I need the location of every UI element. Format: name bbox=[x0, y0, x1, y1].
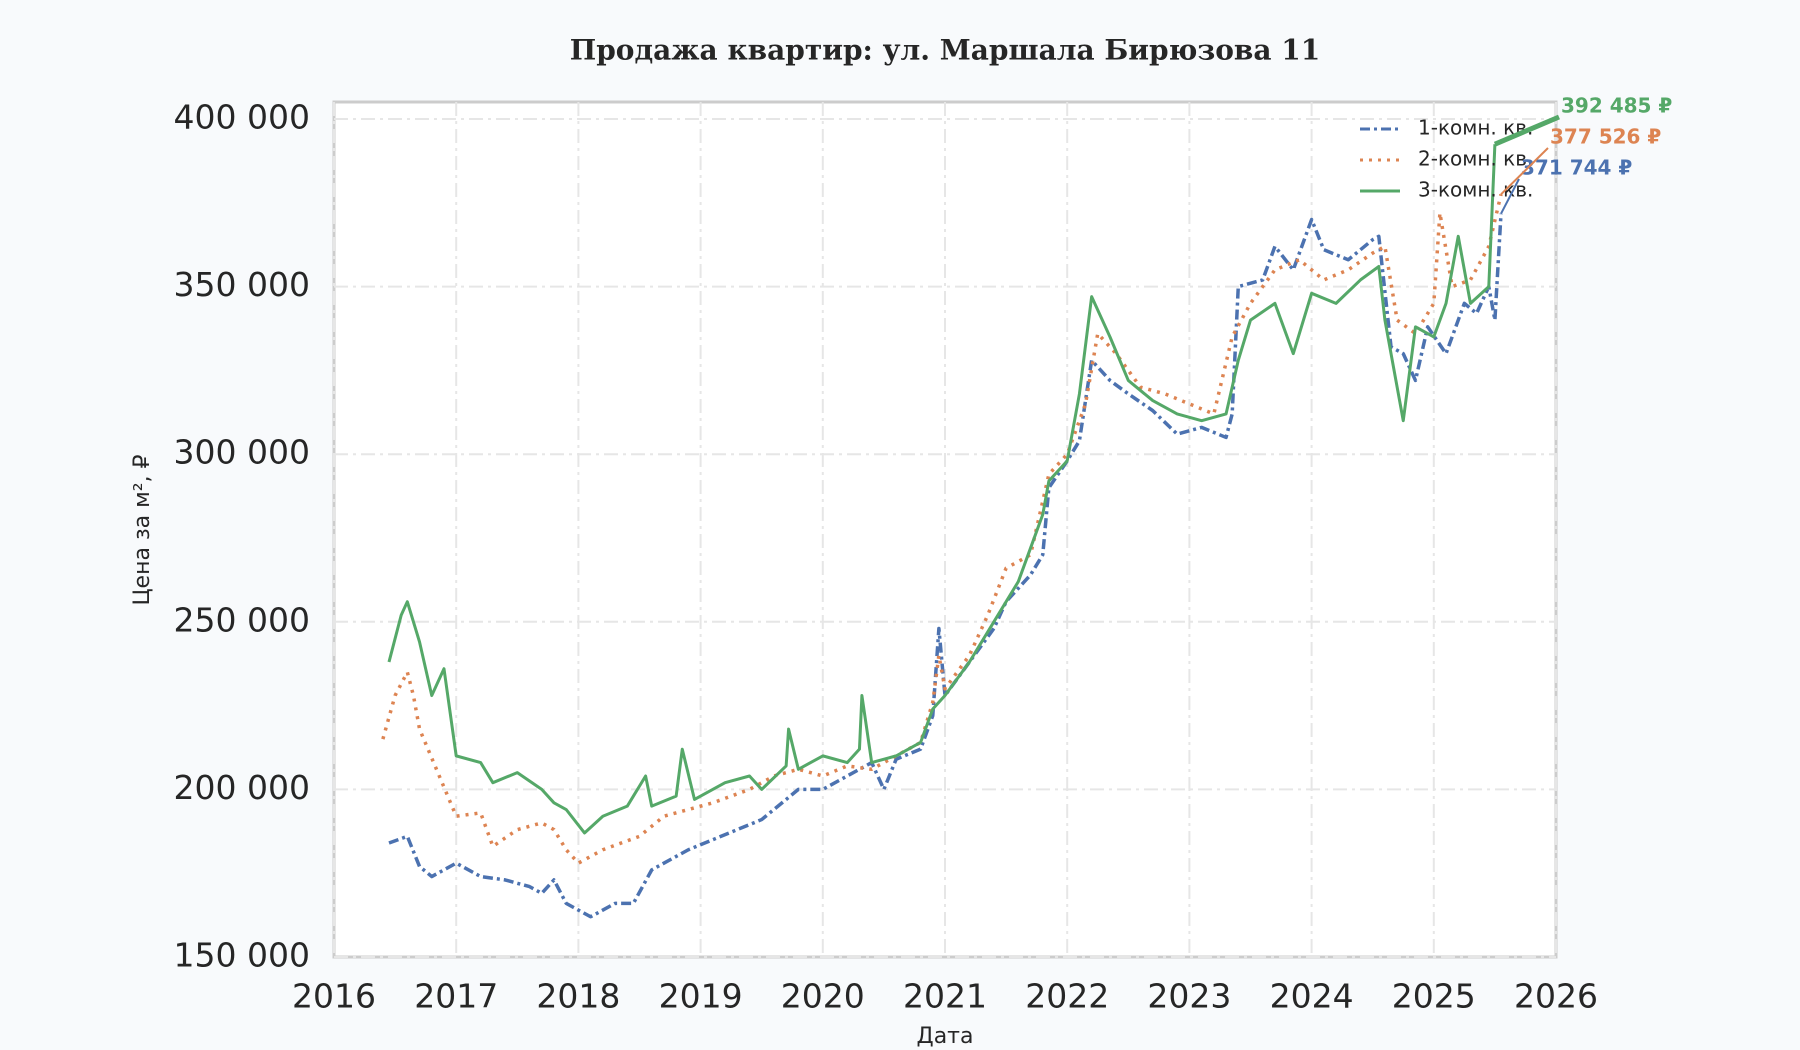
y-tick-label: 150 000 bbox=[174, 936, 310, 975]
x-tick-label: 2016 bbox=[292, 977, 376, 1016]
x-tick-label: 2019 bbox=[659, 977, 743, 1016]
series-line bbox=[388, 213, 1503, 919]
legend-label: 3-комн. кв. bbox=[1418, 178, 1533, 202]
series-line bbox=[381, 193, 1503, 865]
y-tick-label: 200 000 bbox=[174, 768, 310, 807]
y-axis-label: Цена за м², ₽ bbox=[130, 454, 155, 605]
x-tick-label: 2024 bbox=[1270, 977, 1354, 1016]
chart-title: Продажа квартир: ул. Маршала Бирюзова 11 bbox=[570, 34, 1320, 67]
x-axis-label: Дата bbox=[917, 1024, 974, 1049]
series-line bbox=[387, 144, 1497, 835]
x-tick-label: 2021 bbox=[903, 977, 987, 1016]
annotation-arrow bbox=[1500, 147, 1549, 196]
y-tick-label: 300 000 bbox=[174, 433, 310, 472]
y-tick-label: 250 000 bbox=[174, 600, 310, 639]
y-tick-label: 400 000 bbox=[174, 98, 310, 137]
x-tick-label: 2022 bbox=[1025, 977, 1109, 1016]
annotation-label: 377 526 ₽ bbox=[1550, 125, 1661, 149]
y-tick-label: 350 000 bbox=[174, 265, 310, 304]
annotation-label: 392 485 ₽ bbox=[1561, 94, 1672, 118]
x-tick-label: 2018 bbox=[536, 977, 620, 1016]
annotation-arrow bbox=[1500, 178, 1520, 215]
x-tick-label: 2023 bbox=[1147, 977, 1231, 1016]
x-tick-label: 2017 bbox=[414, 977, 498, 1016]
legend-label: 2-комн. кв. bbox=[1418, 147, 1533, 171]
x-tick-label: 2025 bbox=[1392, 977, 1476, 1016]
x-tick-label: 2026 bbox=[1514, 977, 1598, 1016]
annotation-label: 371 744 ₽ bbox=[1521, 156, 1632, 180]
annotation-arrow bbox=[1493, 114, 1560, 147]
x-tick-label: 2020 bbox=[781, 977, 865, 1016]
